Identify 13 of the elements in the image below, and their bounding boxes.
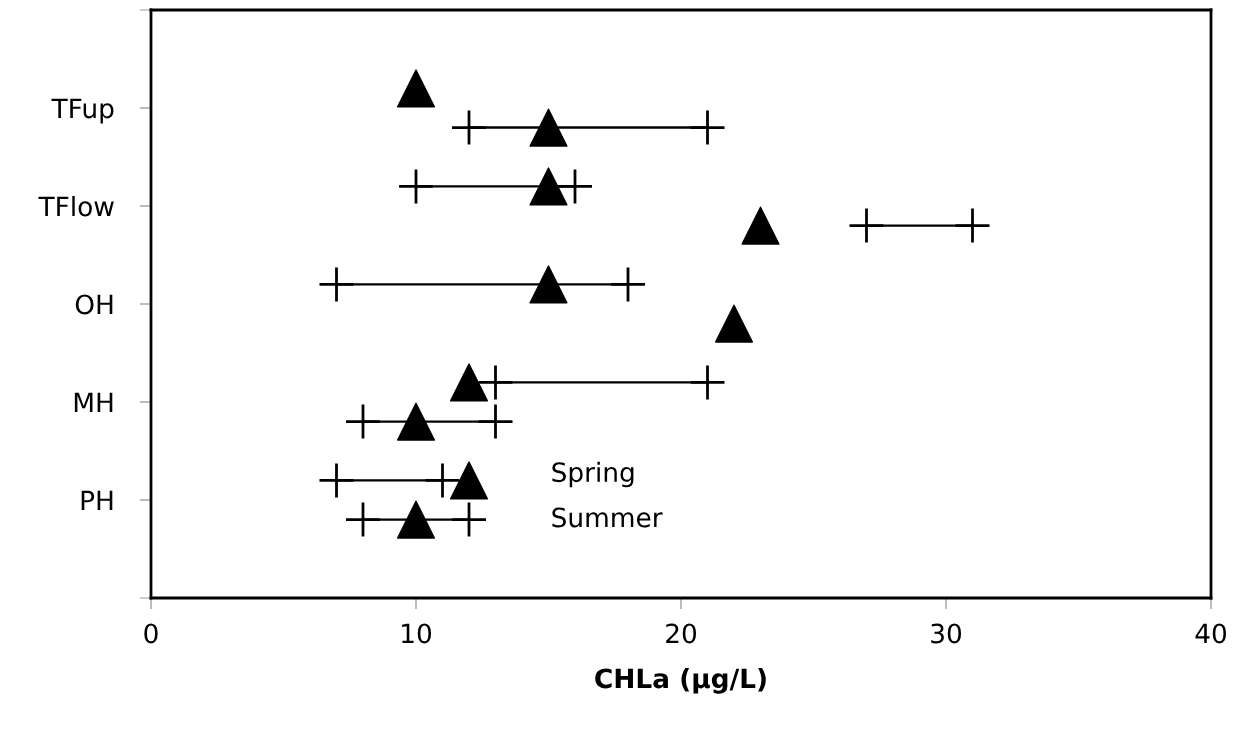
x-tick-label: 10 xyxy=(402,623,432,644)
annotation: Spring xyxy=(552,461,634,488)
y-tick-label: OH xyxy=(75,294,113,315)
x-tick-label: 40 xyxy=(1195,623,1227,644)
annotation: Summer xyxy=(552,507,663,528)
y-tick-label: TFup xyxy=(51,98,114,124)
x-tick-label: 0 xyxy=(144,623,158,644)
y-tick-label: PH xyxy=(81,490,113,511)
x-tick-label: 20 xyxy=(666,623,697,644)
x-axis-title: CHLa (µg/L) xyxy=(595,667,766,694)
y-tick-label: MH xyxy=(74,392,113,413)
x-tick-label: 30 xyxy=(931,623,962,644)
y-tick-label: TFlow xyxy=(38,195,114,217)
